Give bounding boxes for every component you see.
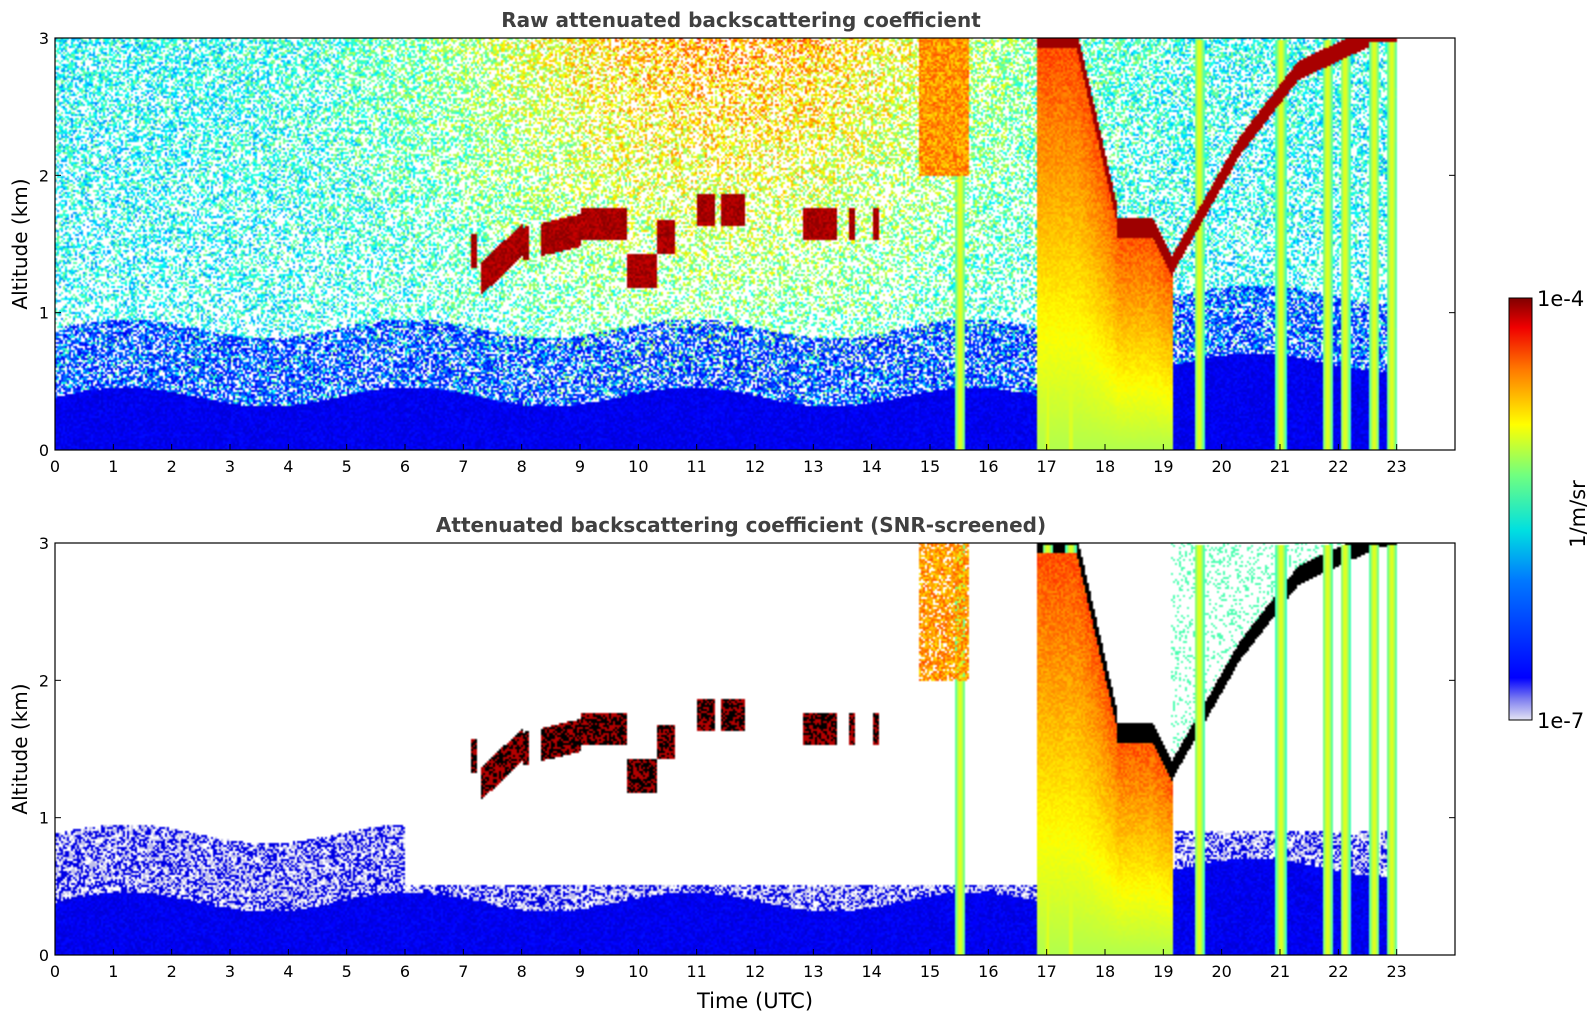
x-tick-label: 13 (803, 962, 823, 981)
chart-title: Raw attenuated backscattering coefficien… (501, 8, 981, 32)
x-tick-label: 15 (920, 962, 940, 981)
chart-title: Attenuated backscattering coefficient (S… (436, 513, 1046, 537)
x-tick-label: 22 (1328, 457, 1348, 476)
x-tick-label: 22 (1328, 962, 1348, 981)
x-tick-label: 14 (861, 962, 881, 981)
y-tick-label: 0 (39, 441, 49, 460)
x-tick-label: 0 (50, 457, 60, 476)
colorbar-unit-label: 1/m/sr (1566, 480, 1590, 548)
colorbar: 1e-4 1e-7 1/m/sr (1508, 287, 1590, 733)
heatmap-image (55, 543, 1455, 955)
x-tick-label: 11 (686, 457, 706, 476)
x-tick-label: 6 (400, 962, 410, 981)
x-tick-label: 7 (458, 962, 468, 981)
colorbar-max-label: 1e-4 (1537, 287, 1584, 311)
x-tick-label: 23 (1386, 457, 1406, 476)
x-tick-label: 8 (517, 457, 527, 476)
x-tick-label: 5 (342, 457, 352, 476)
x-tick-label: 1 (108, 457, 118, 476)
x-tick-label: 9 (575, 962, 585, 981)
y-tick-label: 2 (39, 671, 49, 690)
raw-backscatter-panel: Raw attenuated backscattering coefficien… (8, 8, 1456, 476)
x-tick-label: 16 (978, 962, 998, 981)
x-tick-label: 4 (283, 457, 293, 476)
x-tick-label: 4 (283, 962, 293, 981)
x-tick-label: 2 (167, 457, 177, 476)
x-tick-label: 18 (1095, 457, 1115, 476)
x-tick-label: 6 (400, 457, 410, 476)
y-tick-label: 1 (39, 304, 49, 323)
y-tick-label: 3 (39, 29, 49, 48)
x-tick-label: 10 (628, 457, 648, 476)
y-tick-label: 3 (39, 534, 49, 553)
x-tick-label: 15 (920, 457, 940, 476)
x-tick-label: 21 (1270, 457, 1290, 476)
x-tick-label: 7 (458, 457, 468, 476)
x-tick-label: 20 (1211, 457, 1231, 476)
y-tick-labels: 0 1 2 3 (39, 534, 1455, 965)
x-tick-label: 3 (225, 457, 235, 476)
y-tick-label: 2 (39, 166, 49, 185)
x-tick-label: 5 (342, 962, 352, 981)
y-axis-label: Altitude (km) (8, 683, 32, 814)
x-tick-label: 2 (167, 962, 177, 981)
x-tick-label: 9 (575, 457, 585, 476)
x-tick-label: 12 (745, 457, 765, 476)
x-axis-label: Time (UTC) (696, 989, 813, 1013)
y-tick-label: 1 (39, 809, 49, 828)
y-tick-label: 0 (39, 946, 49, 965)
x-tick-label: 11 (686, 962, 706, 981)
heatmap-image (55, 38, 1455, 450)
colorbar-min-label: 1e-7 (1537, 709, 1584, 733)
x-tick-labels: 0 1 2 3 4 5 6 7 8 9 10 11 12 13 14 15 16 17 18 19 20 21 22 23 (50, 949, 1407, 981)
x-tick-label: 10 (628, 962, 648, 981)
x-tick-label: 0 (50, 962, 60, 981)
x-tick-label: 16 (978, 457, 998, 476)
x-tick-label: 17 (1036, 962, 1056, 981)
x-tick-label: 21 (1270, 962, 1290, 981)
y-tick-labels: 0 1 2 3 (39, 29, 1455, 460)
y-axis-label: Altitude (km) (8, 178, 32, 309)
snr-screened-panel: Attenuated backscattering coefficient (S… (8, 513, 1456, 1013)
x-tick-label: 17 (1036, 457, 1056, 476)
x-tick-label: 3 (225, 962, 235, 981)
x-tick-label: 19 (1153, 962, 1173, 981)
colorbar-scale (1508, 297, 1533, 721)
x-tick-label: 1 (108, 962, 118, 981)
x-tick-label: 18 (1095, 962, 1115, 981)
x-tick-label: 23 (1386, 962, 1406, 981)
x-tick-label: 14 (861, 457, 881, 476)
x-tick-labels: 0 1 2 3 4 5 6 7 8 9 10 11 12 13 14 15 16 17 18 19 20 21 22 23 (50, 444, 1407, 476)
x-tick-label: 8 (517, 962, 527, 981)
x-tick-label: 19 (1153, 457, 1173, 476)
x-tick-label: 20 (1211, 962, 1231, 981)
x-tick-label: 13 (803, 457, 823, 476)
x-tick-label: 12 (745, 962, 765, 981)
